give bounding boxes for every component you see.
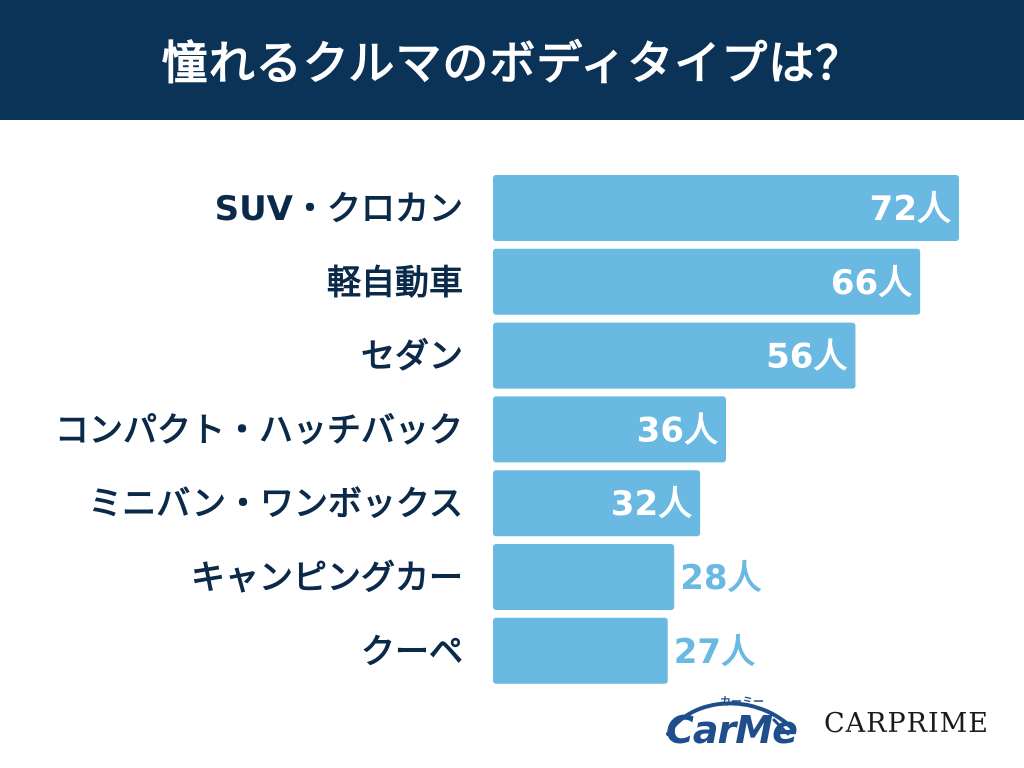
- value-label: 36人: [637, 410, 718, 450]
- category-label: クーペ: [361, 632, 463, 672]
- category-label: SUV・クロカン: [215, 189, 463, 229]
- carme-logo-kana: カーミー: [720, 695, 764, 708]
- value-label: 28人: [680, 558, 761, 598]
- carme-logo-car-outline: [666, 701, 796, 736]
- bar: [493, 175, 959, 241]
- bar: [493, 470, 701, 537]
- value-label: 56人: [766, 337, 847, 377]
- value-label: 32人: [611, 484, 692, 524]
- category-label: コンパクト・ハッチバック: [55, 410, 463, 450]
- category-label: 軽自動車: [327, 263, 463, 303]
- chart-title: 憧れるクルマのボディタイプは？: [161, 36, 863, 90]
- bar: [493, 322, 856, 389]
- category-label: セダン: [361, 337, 463, 377]
- header-banner: 憧れるクルマのボディタイプは？: [0, 0, 1024, 120]
- category-label: ミニバン・ワンボックス: [88, 484, 463, 524]
- carme-logo: カーミー CarMe: [662, 690, 802, 756]
- carme-logo-text: CarMe: [666, 708, 798, 752]
- bar: [493, 396, 726, 463]
- carprime-logo: CARPRIME: [824, 708, 990, 739]
- value-label: 66人: [831, 263, 912, 303]
- bar: [493, 248, 921, 315]
- bar: [493, 617, 668, 684]
- bar: [493, 544, 675, 610]
- value-label: 72人: [870, 189, 951, 229]
- value-label: 27人: [674, 632, 755, 672]
- category-label: キャンピングカー: [191, 558, 463, 598]
